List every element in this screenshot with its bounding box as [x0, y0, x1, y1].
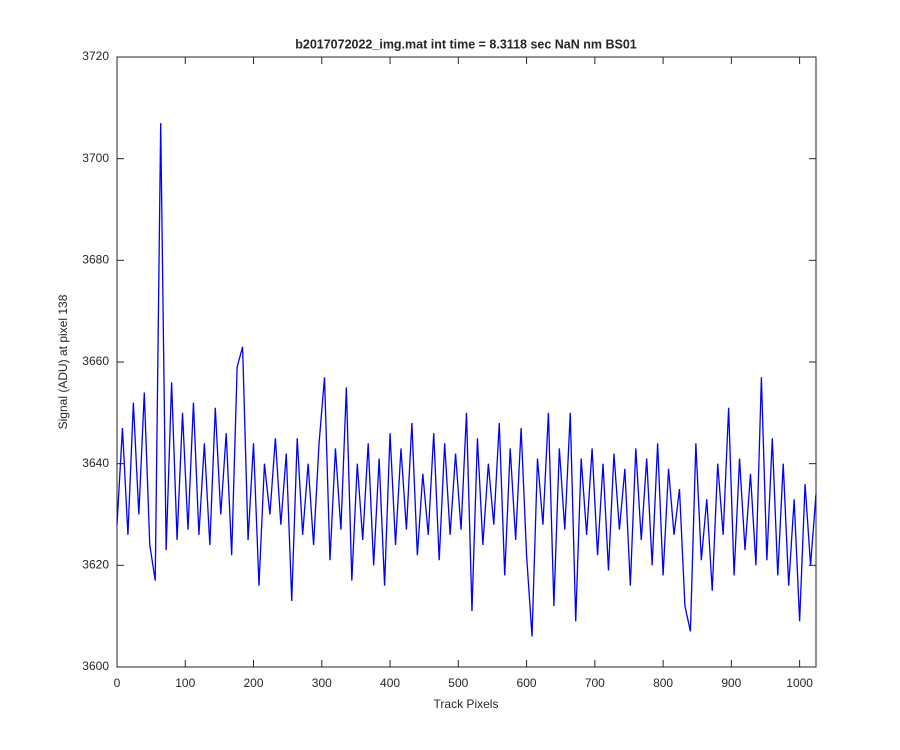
- data-line: [116, 123, 817, 637]
- x-tick-label: 100: [175, 676, 195, 690]
- x-tick-label: 400: [380, 676, 400, 690]
- y-tick-label: 3720: [82, 49, 109, 63]
- y-tick-label: 3700: [82, 151, 109, 165]
- x-axis-label: Track Pixels: [434, 697, 499, 711]
- x-tick-label: 700: [585, 676, 605, 690]
- x-tick-label: 500: [448, 676, 468, 690]
- x-tick-label: 0: [114, 676, 121, 690]
- x-tick-label: 600: [517, 676, 537, 690]
- y-tick-label: 3620: [82, 558, 109, 572]
- x-tick-label: 300: [312, 676, 332, 690]
- chart-title: b2017072022_img.mat int time = 8.3118 se…: [295, 37, 637, 51]
- x-tick-label: 800: [653, 676, 673, 690]
- x-tick-label: 900: [721, 676, 741, 690]
- y-tick-label: 3680: [82, 253, 109, 267]
- y-axis-label: Signal (ADU) at pixel 138: [56, 294, 70, 429]
- y-tick-label: 3660: [82, 354, 109, 368]
- x-tick-label: 1000: [786, 676, 813, 690]
- y-tick-label: 3640: [82, 456, 109, 470]
- y-tick-label: 3600: [82, 659, 109, 673]
- x-tick-label: 200: [244, 676, 264, 690]
